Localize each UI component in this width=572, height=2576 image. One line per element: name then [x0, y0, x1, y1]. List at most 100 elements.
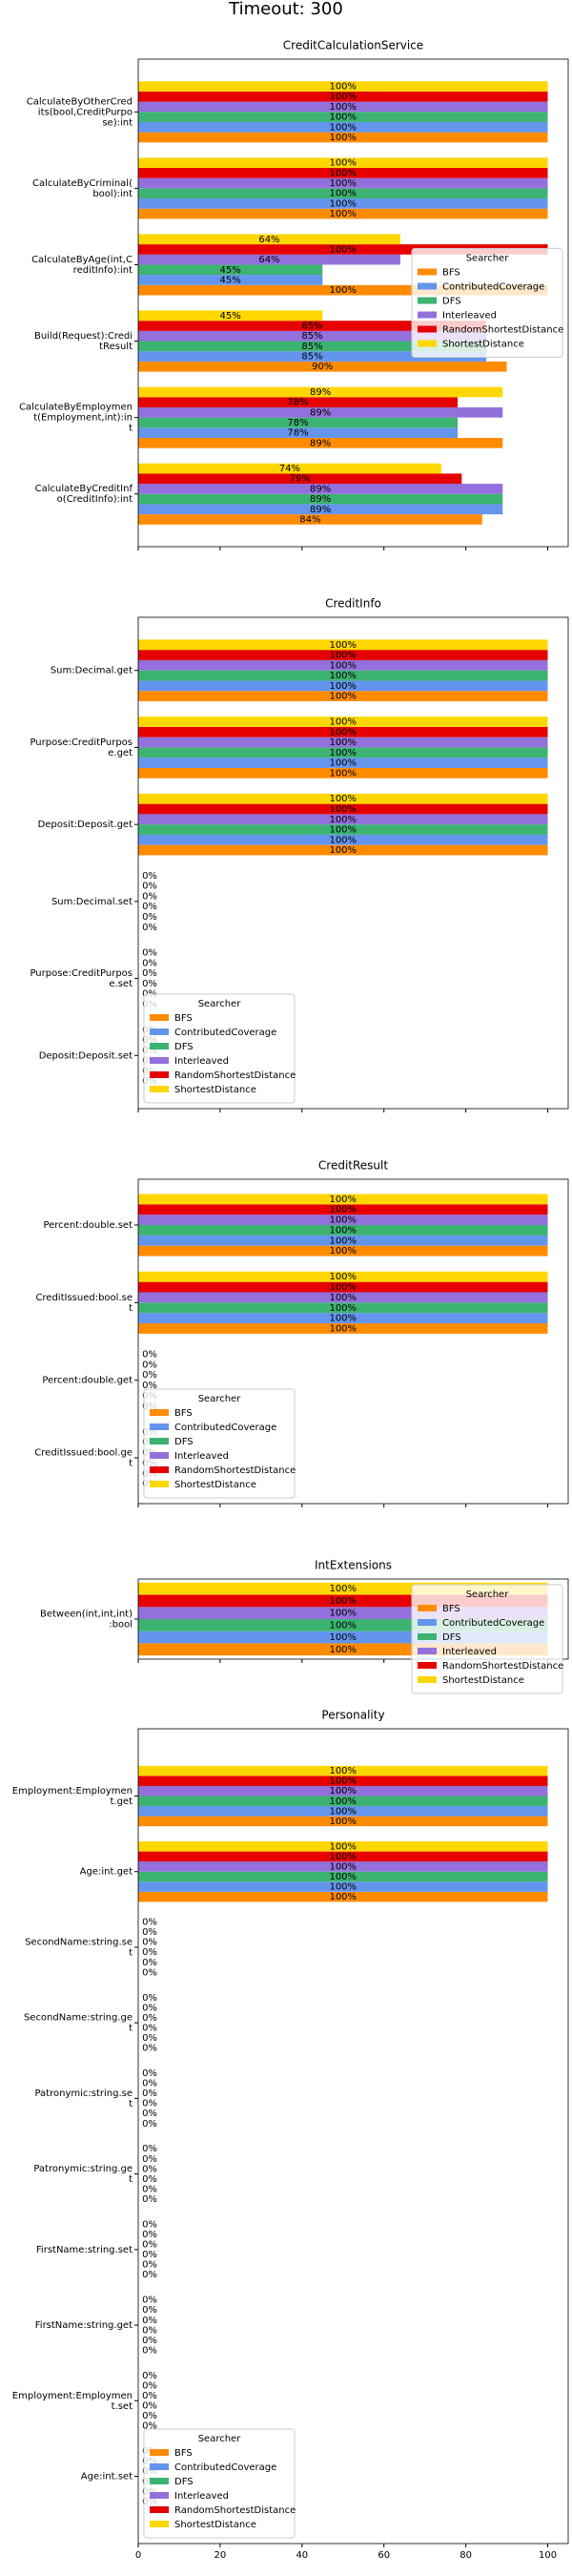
bar — [138, 254, 400, 265]
legend-swatch — [150, 1071, 169, 1078]
value-label: 100% — [329, 651, 357, 661]
value-label: 0% — [142, 2003, 157, 2013]
value-label: 100% — [329, 1609, 357, 1619]
y-tick-label: CreditIssued:bool.ge t — [34, 1448, 133, 1469]
value-label: 100% — [329, 1272, 357, 1282]
bar — [138, 208, 548, 219]
y-tick-label: CalculateByOtherCred its(bool,CreditPurpo… — [27, 96, 133, 128]
x-tick-label: 60 — [378, 2550, 390, 2561]
value-label: 100% — [329, 122, 357, 133]
legend-swatch — [418, 1662, 437, 1669]
value-label: 0% — [142, 923, 157, 933]
value-label: 0% — [142, 979, 157, 989]
bar — [138, 650, 548, 660]
value-label: 100% — [329, 794, 357, 804]
value-label: 0% — [142, 2411, 157, 2421]
bar — [138, 244, 548, 255]
value-label: 0% — [142, 1927, 157, 1938]
value-label: 100% — [329, 82, 357, 93]
value-label: 0% — [142, 2164, 157, 2174]
value-label: 0% — [142, 2380, 157, 2391]
value-label: 100% — [329, 1776, 357, 1787]
legend-label: Interleaved — [174, 1451, 229, 1462]
value-label: 100% — [329, 660, 357, 671]
bar — [138, 1871, 548, 1882]
bar — [138, 361, 507, 372]
y-tick-label: CalculateByAge(int,C reditInfo):int — [31, 255, 133, 276]
value-label: 64% — [258, 255, 279, 265]
bar — [138, 121, 548, 133]
bar — [138, 101, 548, 113]
bar — [138, 177, 548, 189]
y-tick-label: Percent:double.get — [42, 1376, 133, 1386]
value-label: 100% — [329, 681, 357, 692]
value-label: 100% — [329, 92, 357, 102]
value-label: 100% — [329, 671, 357, 681]
value-label: 0% — [142, 2154, 157, 2165]
value-label: 0% — [142, 2099, 157, 2109]
y-tick-label: Patronymic:string.se t — [34, 2088, 133, 2109]
bar — [138, 132, 548, 143]
legend-swatch — [150, 1438, 169, 1444]
legend-label: Interleaved — [174, 1056, 229, 1067]
bar — [138, 1816, 548, 1827]
legend-swatch — [418, 1605, 437, 1611]
y-tick-label: Deposit:Deposit.get — [38, 820, 133, 830]
legend-label: Interleaved — [442, 311, 497, 322]
bar — [138, 91, 548, 102]
bar — [138, 659, 548, 671]
value-label: 90% — [312, 362, 333, 372]
y-tick-label: Between(int,int,int):bool — [40, 1610, 133, 1631]
value-label: 0% — [142, 2421, 157, 2432]
value-label: 0% — [142, 2044, 157, 2054]
y-tick-label: CalculateByCreditInf o(CreditInfo):int — [35, 484, 133, 505]
bar — [138, 1245, 548, 1257]
axes-frame — [137, 1578, 569, 1660]
bar — [138, 264, 323, 276]
value-label: 74% — [279, 464, 300, 474]
bar — [138, 1235, 548, 1246]
bar — [138, 198, 548, 209]
value-label: 89% — [310, 484, 331, 494]
value-label: 100% — [329, 198, 357, 209]
value-label: 0% — [142, 891, 157, 902]
value-label: 78% — [287, 428, 308, 439]
bar — [138, 1204, 548, 1215]
bar — [138, 504, 503, 515]
legend-swatch — [150, 2492, 169, 2499]
legend-label: RandomShortestDistance — [174, 1070, 296, 1081]
value-label: 0% — [142, 2270, 157, 2280]
value-label: 100% — [329, 845, 357, 856]
legend-box — [143, 2428, 296, 2539]
legend-swatch — [150, 1057, 169, 1064]
axes-frame — [137, 1728, 569, 2545]
legend-label: RandomShortestDistance — [174, 2505, 296, 2516]
value-label: 100% — [329, 825, 357, 836]
bar — [138, 275, 323, 285]
value-label: 0% — [142, 2088, 157, 2099]
value-label: 100% — [329, 727, 357, 737]
legend-swatch — [150, 2506, 169, 2513]
axes-frame — [137, 1178, 569, 1505]
value-label: 100% — [329, 737, 357, 748]
legend-label: ContributedCoverage — [174, 2462, 276, 2473]
bar — [138, 814, 548, 825]
value-label: 100% — [329, 1632, 357, 1643]
value-label: 100% — [329, 1323, 357, 1334]
legend-swatch — [150, 1409, 169, 1416]
value-label: 100% — [329, 758, 357, 769]
bar — [138, 639, 548, 651]
legend-swatch — [150, 2449, 169, 2456]
bar — [138, 824, 548, 835]
value-label: 100% — [329, 835, 357, 845]
value-label: 100% — [329, 1882, 357, 1893]
y-tick-label: Age:int.set — [81, 2471, 133, 2482]
value-label: 0% — [142, 2240, 157, 2251]
value-label: 0% — [142, 2325, 157, 2336]
bar — [138, 1851, 548, 1862]
axes-frame — [137, 58, 569, 548]
value-label: 0% — [142, 1381, 157, 1391]
legend-box — [143, 993, 296, 1104]
legend-title: Searcher — [198, 2434, 242, 2444]
